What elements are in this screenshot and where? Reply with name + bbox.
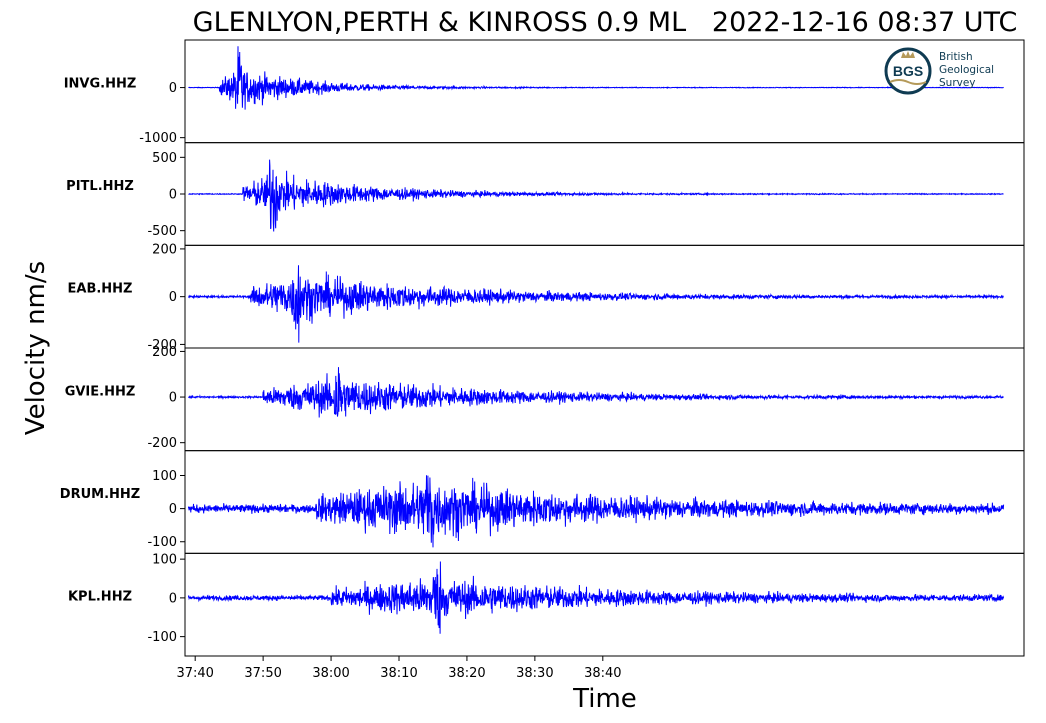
y-tick-label: -100 (147, 630, 177, 645)
panel-eab-hhz: 200 0 -200 EAB.HHZ (68, 242, 1025, 353)
panel-gvie-hhz: 200 0 -200 GVIE.HHZ (65, 345, 1025, 451)
x-axis-label: Time (572, 684, 637, 714)
station-label: DRUM.HHZ (60, 487, 140, 502)
y-tick-label: -100 (147, 535, 177, 550)
crown-icon (901, 51, 915, 58)
x-tick-label: 38:20 (448, 666, 485, 681)
x-tick-label: 38:00 (312, 666, 349, 681)
trace-drum-hhz (187, 475, 1005, 548)
y-tick-label: 0 (169, 391, 177, 406)
station-label: EAB.HHZ (68, 282, 133, 297)
panel-invg-hhz: 0 -1000 INVG.HHZ (64, 39, 1025, 146)
trace-gvie-hhz (187, 367, 1004, 418)
station-label: KPL.HHZ (68, 590, 132, 605)
station-label: GVIE.HHZ (65, 384, 136, 399)
logo-ring (884, 47, 932, 95)
logo-line-3: Survey (939, 77, 976, 89)
y-tick-label: 0 (169, 591, 177, 606)
trace-pitl-hhz (188, 159, 1004, 232)
y-tick-label: 500 (152, 151, 177, 166)
y-tick-label: 100 (152, 469, 177, 484)
chart-title: GLENLYON,PERTH & KINROSS 0.9 ML 2022-12-… (193, 7, 1018, 38)
y-tick-label: -1000 (139, 131, 177, 146)
trace-panels: 0-1000INVG.HHZ5000-500PITL.HHZ2000-200EA… (60, 39, 1025, 657)
x-tick-label: 38:30 (516, 666, 553, 681)
y-tick-label: 200 (152, 242, 177, 257)
x-tick-label: 38:10 (380, 666, 417, 681)
logo-line-1: British (939, 51, 973, 63)
trace-kpl-hhz (187, 561, 1005, 634)
station-label: PITL.HHZ (66, 179, 134, 194)
logo-badge-text: BGS (893, 63, 923, 79)
x-tick-label: 37:50 (244, 666, 281, 681)
panel-kpl-hhz: 100 0 -100 KPL.HHZ (68, 552, 1025, 657)
y-tick-label: -200 (147, 436, 177, 451)
x-tick-label: 37:40 (176, 666, 213, 681)
y-tick-label: -200 (147, 338, 177, 353)
logo-wave (889, 79, 927, 85)
x-tick-label: 38:40 (584, 666, 621, 681)
y-tick-label: 0 (169, 188, 177, 203)
y-tick-label: 0 (169, 290, 177, 305)
panel-frame (184, 552, 1025, 657)
panel-drum-hhz: 100 0 -100 DRUM.HHZ (60, 450, 1025, 554)
y-axis-label: Velocity nm/s (21, 261, 51, 435)
x-axis: 37:40 37:50 38:00 38:10 38:20 38:30 38:40 (176, 656, 622, 681)
y-tick-label: 200 (152, 345, 177, 360)
station-label: INVG.HHZ (64, 76, 137, 91)
y-tick-label: -500 (147, 224, 177, 239)
logo-line-2: Geological (939, 64, 994, 76)
y-tick-label: 0 (169, 81, 177, 96)
y-tick-label: 100 (152, 553, 177, 568)
bgs-logo: BGS British Geological Survey (884, 47, 994, 95)
trace-invg-hhz (188, 46, 1004, 110)
trace-eab-hhz (187, 265, 1004, 343)
panel-pitl-hhz: 500 0 -500 PITL.HHZ (66, 142, 1025, 246)
y-tick-label: 0 (169, 502, 177, 517)
